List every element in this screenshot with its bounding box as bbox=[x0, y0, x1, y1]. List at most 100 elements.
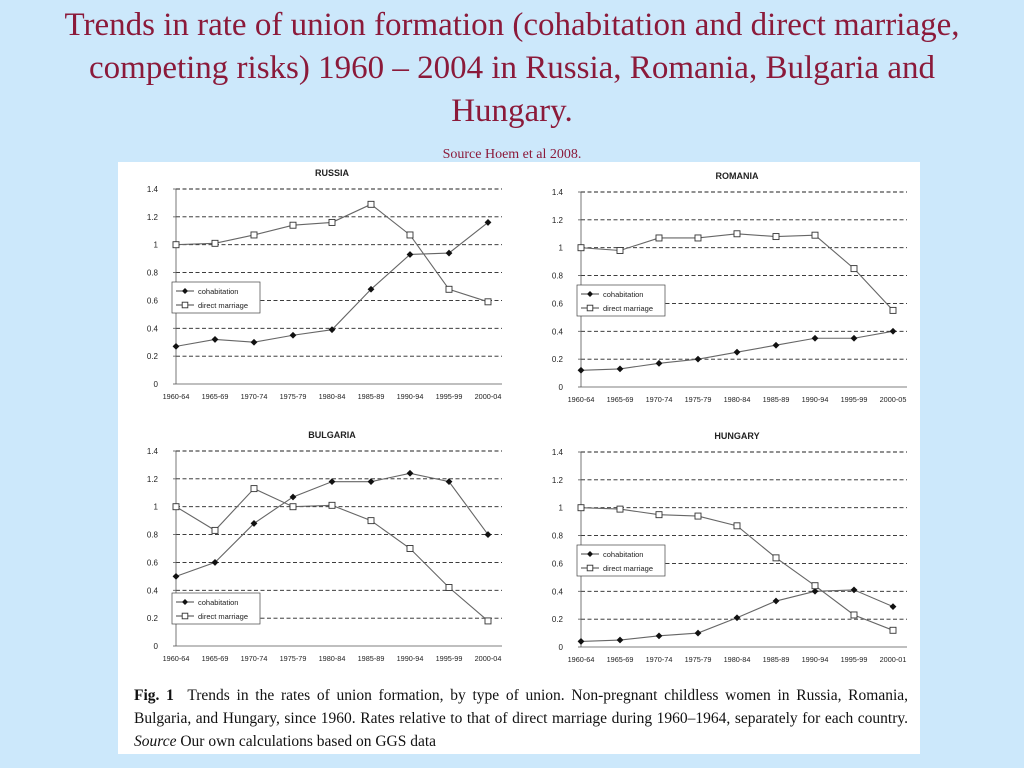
legend-label-cohabitation: cohabitation bbox=[198, 598, 238, 607]
y-tick-label: 0.8 bbox=[147, 269, 159, 278]
point-cohabitation bbox=[445, 478, 453, 486]
y-tick-label: 1 bbox=[559, 244, 564, 253]
y-tick-label: 0.2 bbox=[552, 355, 564, 364]
chart-panel-russia: RUSSIA 0 0.2 0.4 0.6 0.8 1 1.2 1.4 1960-64 1965-69… bbox=[118, 162, 503, 402]
point-cohabitation bbox=[250, 338, 258, 346]
point-cohabitation bbox=[616, 365, 624, 373]
point-direct-marriage bbox=[850, 611, 858, 619]
x-tick-label: 2000-05 bbox=[880, 395, 907, 404]
y-tick-label: 0 bbox=[559, 383, 564, 392]
point-direct-marriage bbox=[328, 501, 336, 509]
point-cohabitation bbox=[211, 336, 219, 343]
point-direct-marriage bbox=[889, 306, 897, 314]
legend-label-direct-marriage: direct marriage bbox=[198, 612, 248, 621]
legend-label-cohabitation: cohabitation bbox=[198, 287, 238, 296]
x-tick-label: 1995-99 bbox=[841, 395, 868, 404]
x-tick-label: 1985-89 bbox=[358, 392, 385, 401]
x-tick-label: 1985-89 bbox=[358, 654, 385, 663]
chart-hungary: HUNGARY 0 0.2 0.4 0.6 0.8 1 1.2 1.4 1960-64 1965-6… bbox=[552, 431, 907, 664]
point-direct-marriage bbox=[616, 247, 624, 254]
legend-box bbox=[576, 544, 666, 577]
x-tick-label: 1970-74 bbox=[646, 655, 673, 664]
y-tick-label: 1.4 bbox=[147, 185, 159, 194]
legend-label-direct-marriage: direct marriage bbox=[198, 301, 248, 310]
point-direct-marriage bbox=[811, 582, 819, 590]
point-direct-marriage bbox=[328, 218, 336, 226]
point-cohabitation bbox=[733, 348, 741, 356]
point-direct-marriage bbox=[655, 234, 663, 242]
point-direct-marriage bbox=[445, 584, 453, 591]
x-tick-label: 2000-01 bbox=[880, 655, 907, 664]
caption-label: Fig. 1 bbox=[134, 687, 174, 704]
x-tick-label: 2000-04 bbox=[475, 654, 502, 663]
x-tick-label: 1960-64 bbox=[163, 392, 190, 401]
caption-source-text: Our own calculations based on GGS data bbox=[180, 733, 437, 750]
point-direct-marriage bbox=[211, 239, 219, 247]
point-cohabitation bbox=[484, 219, 492, 226]
y-tick-label: 1.2 bbox=[552, 476, 564, 485]
chart-panel-hungary: HUNGARY 0 0.2 0.4 0.6 0.8 1 1.2 1.4 1960-64 1965-6… bbox=[523, 425, 908, 665]
x-tick-label: 1975-79 bbox=[685, 395, 712, 404]
legend-label-direct-marriage: direct marriage bbox=[603, 564, 653, 573]
series-line-cohabitation bbox=[175, 472, 489, 577]
x-tick-label: 1985-89 bbox=[763, 655, 790, 664]
y-tick-label: 0.4 bbox=[552, 327, 564, 336]
chart-title: HUNGARY bbox=[714, 431, 759, 441]
point-cohabitation bbox=[289, 493, 297, 501]
point-direct-marriage bbox=[406, 231, 414, 239]
figure: RUSSIA 0 0.2 0.4 0.6 0.8 1 1.2 1.4 1960-64 1965-69… bbox=[118, 162, 920, 754]
y-tick-label: 0.8 bbox=[552, 272, 564, 281]
point-cohabitation bbox=[406, 469, 414, 477]
y-tick-label: 0 bbox=[559, 643, 564, 652]
point-direct-marriage bbox=[406, 545, 414, 552]
legend-marker-direct-marriage bbox=[586, 564, 594, 572]
point-direct-marriage bbox=[367, 517, 375, 525]
x-tick-label: 1975-79 bbox=[280, 654, 307, 663]
y-tick-label: 0 bbox=[154, 642, 159, 651]
x-tick-label: 1995-99 bbox=[841, 655, 868, 664]
chart-title: ROMANIA bbox=[716, 171, 759, 181]
point-cohabitation bbox=[577, 366, 585, 374]
point-cohabitation bbox=[889, 603, 897, 611]
point-cohabitation bbox=[889, 327, 897, 335]
y-tick-label: 1.4 bbox=[552, 448, 564, 457]
chart-panel-bulgaria: BULGARIA 0 0.2 0.4 0.6 0.8 1 1.2 1.4 1960-64 1965-… bbox=[118, 424, 503, 664]
point-direct-marriage bbox=[484, 298, 492, 306]
y-tick-label: 0.6 bbox=[552, 559, 564, 568]
point-direct-marriage bbox=[733, 230, 741, 238]
point-direct-marriage bbox=[733, 522, 741, 530]
point-cohabitation bbox=[250, 520, 258, 527]
point-direct-marriage bbox=[250, 485, 258, 493]
point-cohabitation bbox=[172, 572, 180, 580]
point-direct-marriage bbox=[850, 265, 858, 273]
x-tick-label: 1985-89 bbox=[763, 395, 790, 404]
y-tick-label: 0.2 bbox=[147, 614, 159, 623]
figure-caption: Fig. 1 Trends in the rates of union form… bbox=[134, 684, 908, 753]
legend-marker-direct-marriage bbox=[181, 612, 189, 620]
x-tick-label: 1990-94 bbox=[802, 395, 829, 404]
legend-label-cohabitation: cohabitation bbox=[603, 290, 643, 299]
point-cohabitation bbox=[367, 478, 375, 486]
x-tick-label: 1960-64 bbox=[163, 654, 190, 663]
point-direct-marriage bbox=[577, 504, 585, 512]
point-cohabitation bbox=[289, 331, 297, 339]
point-cohabitation bbox=[772, 341, 780, 349]
y-tick-label: 1.2 bbox=[147, 475, 159, 484]
point-cohabitation bbox=[655, 632, 663, 640]
point-cohabitation bbox=[328, 478, 336, 486]
source-note: Source Hoem et al 2008. bbox=[442, 147, 582, 162]
y-tick-label: 0 bbox=[154, 380, 159, 389]
legend-marker-direct-marriage bbox=[181, 301, 189, 309]
point-direct-marriage bbox=[772, 233, 780, 241]
point-direct-marriage bbox=[616, 505, 624, 513]
y-tick-label: 0.4 bbox=[552, 587, 564, 596]
point-cohabitation bbox=[850, 586, 858, 594]
y-tick-label: 1.4 bbox=[147, 447, 159, 456]
x-tick-label: 1980-84 bbox=[724, 395, 751, 404]
legend-marker-direct-marriage bbox=[586, 304, 594, 312]
point-cohabitation bbox=[484, 531, 492, 538]
point-direct-marriage bbox=[289, 221, 297, 229]
point-direct-marriage bbox=[889, 626, 897, 634]
legend-marker-cohabitation bbox=[182, 288, 188, 294]
point-direct-marriage bbox=[211, 526, 219, 534]
